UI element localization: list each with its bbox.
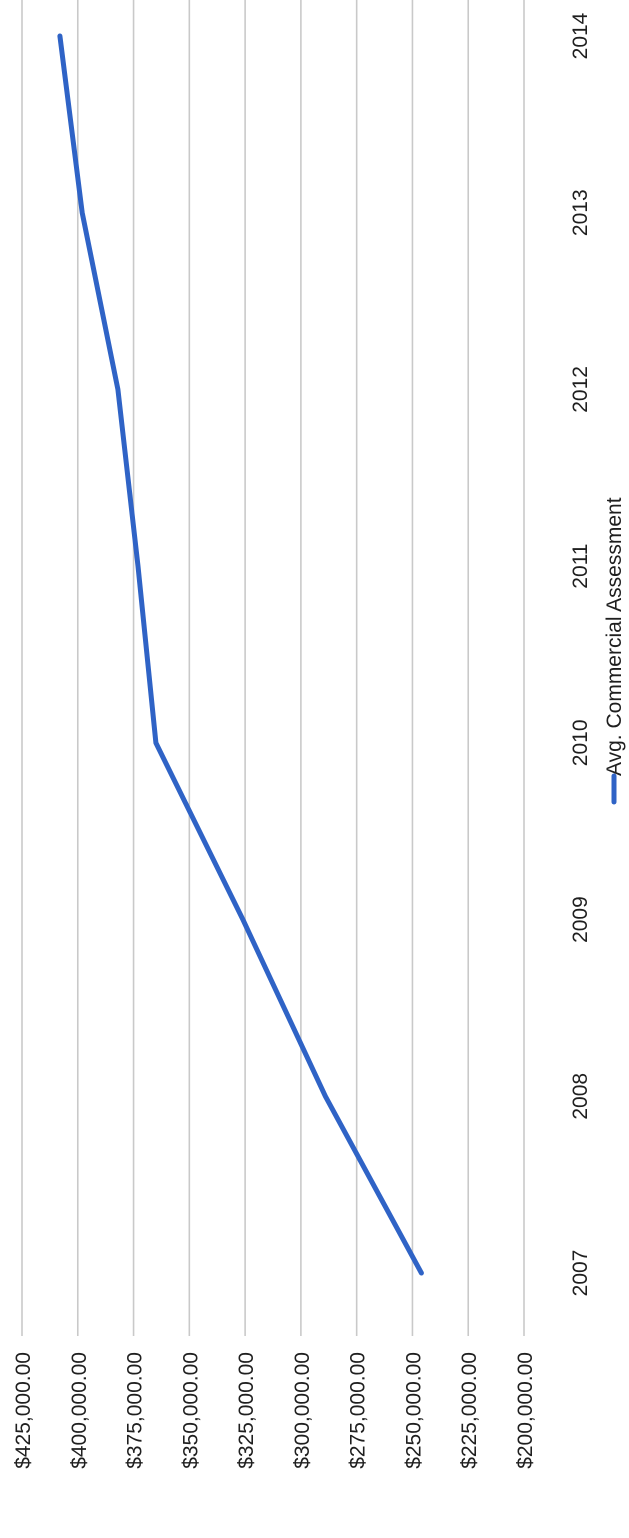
x-tick-label: 2011 xyxy=(569,544,592,589)
y-tick-label: $275,000.00 xyxy=(347,1352,370,1469)
y-tick-label: $350,000.00 xyxy=(179,1352,202,1469)
x-tick-label: 2012 xyxy=(569,366,592,413)
x-tick-label: 2009 xyxy=(569,896,592,943)
x-tick-label: 2014 xyxy=(569,12,592,59)
x-tick-label: 2010 xyxy=(569,719,592,766)
gridlines xyxy=(21,0,525,1336)
y-tick-label: $425,000.00 xyxy=(12,1352,35,1469)
y-tick-label: $400,000.00 xyxy=(68,1352,91,1469)
y-tick-label: $225,000.00 xyxy=(458,1352,481,1469)
y-tick-label: $300,000.00 xyxy=(291,1352,314,1469)
x-tick-label: 2008 xyxy=(569,1073,592,1120)
series-line xyxy=(57,33,424,1276)
x-tick-labels: 2007 2008 2009 2010 2011 2012 2013 2014 xyxy=(569,12,592,1296)
legend: Avg. Commercial Assessment xyxy=(603,497,626,805)
y-tick-label: $250,000.00 xyxy=(402,1352,425,1469)
y-tick-label: $325,000.00 xyxy=(235,1352,258,1469)
y-tick-label: $200,000.00 xyxy=(514,1352,537,1469)
x-tick-label: 2007 xyxy=(569,1250,592,1297)
y-tick-labels: $425,000.00 $400,000.00 $375,000.00 $350,00… xyxy=(12,1352,537,1469)
y-tick-label: $375,000.00 xyxy=(124,1352,147,1469)
x-tick-label: 2013 xyxy=(569,189,592,236)
series-layer xyxy=(57,33,424,1276)
legend-label: Avg. Commercial Assessment xyxy=(603,497,626,776)
